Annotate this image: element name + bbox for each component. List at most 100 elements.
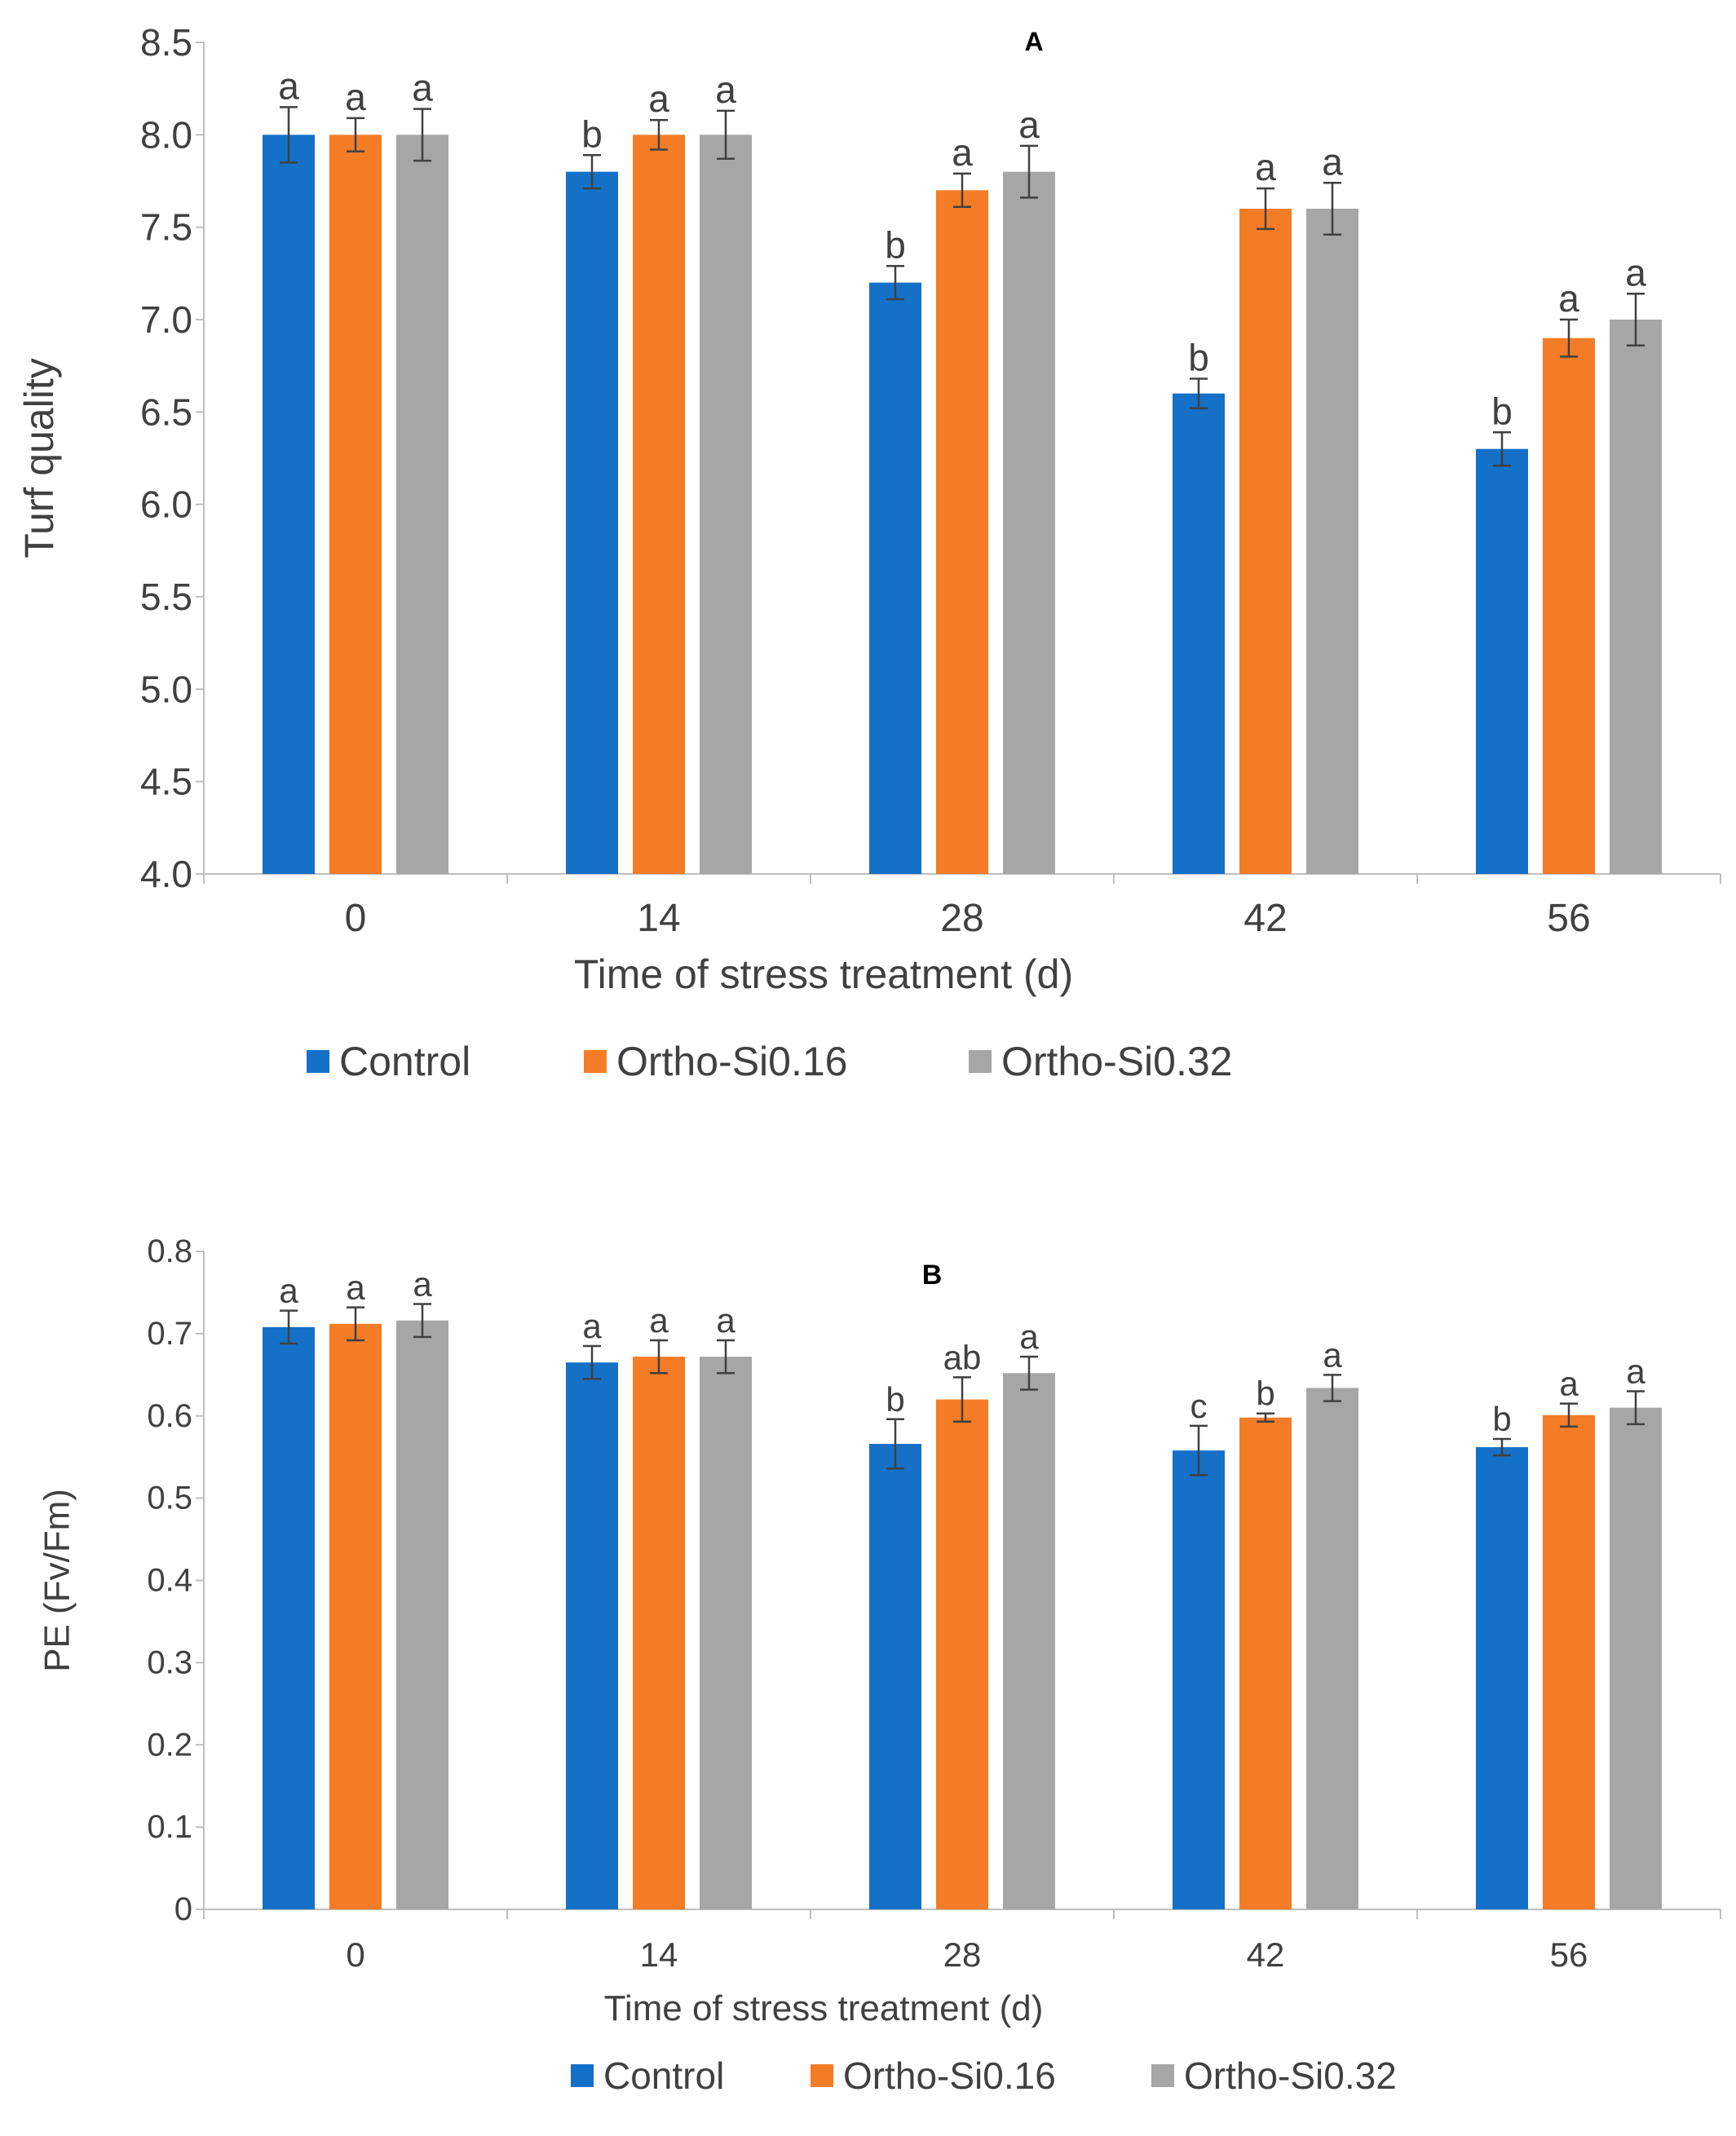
significance-letter: c: [1190, 1387, 1208, 1425]
significance-letter: a: [649, 1301, 669, 1339]
legend-label-ortho-si0-16: Ortho-Si0.16: [843, 2054, 1056, 2097]
y-tick-label: 0.4: [147, 1563, 192, 1599]
legend: Control Ortho-Si0.16 Ortho-Si0.32: [571, 2054, 1397, 2097]
bar-ortho-si0-16-42: [1239, 209, 1292, 874]
bar-ortho-si0-16-56: [1543, 338, 1595, 875]
y-tick-label: 7.5: [140, 206, 192, 249]
y-tick-label: 4.0: [140, 853, 192, 895]
significance-letter: b: [1491, 390, 1513, 432]
significance-letter: a: [952, 131, 973, 174]
bar-control-28: [869, 1444, 921, 1909]
bar-ortho-si0-32-56: [1610, 1407, 1662, 1909]
legend-label-control: Control: [339, 1039, 470, 1084]
significance-letter: a: [1559, 1365, 1579, 1403]
y-axis-title: PE (Fv/Fm): [38, 1489, 77, 1672]
y-tick-label: 6.5: [140, 391, 192, 433]
significance-letter: a: [1019, 1317, 1039, 1356]
significance-letter: a: [1255, 146, 1276, 188]
bar-control-42: [1173, 393, 1225, 875]
chart-panel-a: 4.0 4.5 5.0 5.5 6.0 6.5 7.0 7.5 8.0 8.5 a a a 0 b a a 14 b…: [16, 21, 1721, 1084]
bar-ortho-si0-16-56: [1543, 1414, 1595, 1909]
bar-ortho-si0-16-42: [1239, 1417, 1292, 1909]
significance-letter: a: [1625, 251, 1646, 293]
bar-ortho-si0-32-14: [700, 1357, 752, 1909]
x-tick-label: 14: [637, 897, 680, 940]
y-tick-label: 5.0: [140, 668, 192, 710]
legend-label-ortho-si0-32: Ortho-Si0.32: [1184, 2054, 1397, 2097]
bar-control-14: [566, 171, 618, 874]
bar-ortho-si0-32-42: [1306, 1388, 1358, 1909]
bar-ortho-si0-32-42: [1306, 209, 1358, 874]
legend-swatch-ortho-si0-16: [811, 2064, 833, 2087]
significance-letter: a: [1626, 1352, 1645, 1390]
y-tick-label: 6.0: [140, 483, 192, 526]
bar-ortho-si0-32-0: [396, 135, 448, 875]
significance-letter: a: [715, 68, 736, 111]
y-tick-label: 0.7: [147, 1316, 192, 1352]
x-tick-label: 0: [346, 1935, 364, 1974]
x-tick-label: 56: [1550, 1935, 1588, 1974]
y-tick-label: 4.5: [140, 761, 192, 803]
bar-control-42: [1173, 1450, 1225, 1909]
y-tick-label: 5.5: [140, 576, 192, 618]
significance-letter: a: [1018, 104, 1040, 146]
x-tick-label: 56: [1547, 897, 1590, 940]
x-tick-label: 42: [1247, 1935, 1285, 1974]
y-tick-label: 0.1: [147, 1809, 192, 1845]
bar-ortho-si0-32-28: [1003, 1373, 1055, 1909]
significance-letter: a: [1323, 1335, 1342, 1374]
legend-swatch-ortho-si0-32: [1151, 2064, 1174, 2087]
significance-letter: a: [413, 1265, 432, 1304]
significance-letter: a: [1322, 140, 1343, 183]
bar-ortho-si0-32-14: [700, 135, 752, 875]
panel-label: A: [1024, 27, 1043, 56]
y-tick-label: 0.2: [147, 1727, 192, 1763]
significance-letter: a: [582, 1307, 602, 1345]
bar-ortho-si0-16-0: [329, 135, 382, 875]
bar-ortho-si0-16-28: [936, 190, 988, 875]
significance-letter: b: [581, 113, 603, 155]
bar-control-56: [1476, 448, 1528, 874]
bar-control-0: [263, 1326, 315, 1909]
significance-letter: a: [716, 1301, 735, 1339]
significance-letter: b: [1188, 337, 1209, 379]
legend-swatch-ortho-si0-32: [969, 1050, 992, 1073]
y-tick-label: 0.6: [147, 1398, 192, 1434]
bar-control-56: [1476, 1447, 1528, 1909]
x-tick-label: 0: [345, 897, 367, 940]
bar-ortho-si0-32-28: [1003, 171, 1055, 874]
significance-letter: b: [885, 223, 906, 266]
legend-label-ortho-si0-32: Ortho-Si0.32: [1001, 1039, 1232, 1084]
significance-letter: a: [412, 67, 433, 109]
legend-label-control: Control: [603, 2054, 724, 2097]
significance-letter: b: [1492, 1400, 1511, 1438]
bar-ortho-si0-32-0: [396, 1320, 448, 1909]
x-axis-title: Time of stress treatment (d): [574, 951, 1073, 997]
legend: Control Ortho-Si0.16 Ortho-Si0.32: [307, 1039, 1232, 1084]
bar-ortho-si0-32-56: [1610, 320, 1662, 874]
legend-label-ortho-si0-16: Ortho-Si0.16: [616, 1039, 847, 1084]
chart-panel-b: 00.10.20.30.40.50.60.70.8a a a0a a a14baba28…: [38, 1233, 1721, 2097]
bar-control-14: [566, 1362, 618, 1909]
bar-ortho-si0-16-14: [633, 1357, 685, 1909]
bar-ortho-si0-16-0: [329, 1323, 382, 1909]
x-tick-label: 28: [940, 897, 983, 940]
bar-control-0: [263, 135, 315, 875]
y-tick-label: 0: [174, 1891, 192, 1927]
x-tick-label: 42: [1243, 897, 1287, 940]
x-axis-title: Time of stress treatment (d): [604, 1988, 1044, 2028]
significance-letter: a: [345, 76, 366, 118]
significance-letter: a: [1558, 277, 1579, 320]
x-tick-label: 14: [640, 1935, 678, 1974]
y-tick-label: 7.0: [140, 298, 192, 341]
significance-letter: a: [648, 77, 669, 120]
legend-swatch-ortho-si0-16: [584, 1050, 607, 1073]
y-tick-label: 8.0: [140, 113, 192, 156]
legend-swatch-control: [307, 1050, 329, 1073]
x-tick-label: 28: [943, 1935, 982, 1974]
significance-letter: b: [886, 1380, 904, 1419]
significance-letter: a: [346, 1269, 365, 1307]
bar-control-28: [869, 282, 921, 875]
significance-letter: ab: [943, 1338, 982, 1376]
